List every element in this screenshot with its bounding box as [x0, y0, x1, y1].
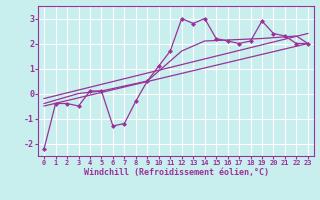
X-axis label: Windchill (Refroidissement éolien,°C): Windchill (Refroidissement éolien,°C)	[84, 168, 268, 177]
